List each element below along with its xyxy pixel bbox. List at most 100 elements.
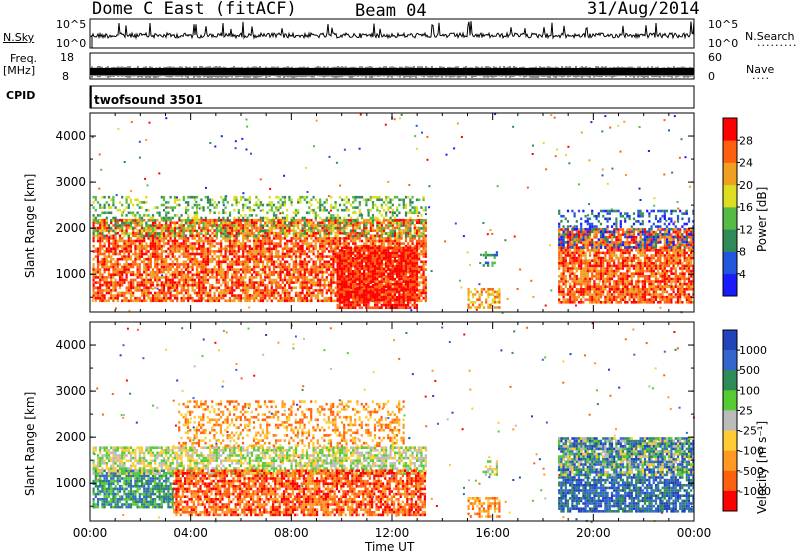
power-echo-cell [244,221,247,225]
power-echo-cell [409,208,412,212]
power-noise-cell [530,279,533,282]
power-echo-cell [272,273,276,277]
power-echo-cell [187,237,190,240]
power-echo-cell [283,201,287,204]
power-echo-cell [286,268,289,271]
power-echo-cell [349,280,352,283]
power-echo-cell [275,283,278,287]
power-echo-cell [222,296,225,300]
power-echo-cell [235,257,238,261]
power-echo-cell [200,216,203,220]
power-echo-cell [385,289,388,292]
power-echo-cell [391,208,394,212]
power-echo-cell [292,242,295,245]
power-echo-cell [305,276,309,279]
power-echo-cell [341,293,344,296]
power-echo-cell [180,278,183,282]
power-echo-cell [312,224,315,227]
power-echo-cell [154,231,157,235]
power-echo-cell [162,229,166,233]
power-echo-cell [180,263,183,266]
power-echo-cell [101,232,104,235]
power-echo-cell [404,237,408,240]
power-echo-cell [215,281,218,284]
power-echo-cell [376,221,379,225]
power-echo-cell [173,247,177,251]
power-echo-cell [127,195,130,199]
power-echo-cell [299,198,302,202]
power-echo-cell [270,252,273,256]
power-echo-cell [211,221,214,225]
power-echo-cell [303,216,306,220]
power-echo-cell [316,273,320,277]
power-echo-cell [343,216,346,220]
power-echo-cell [237,276,240,279]
power-echo-cell [266,299,269,303]
power-echo-cell [312,268,315,271]
power-echo-cell [294,234,298,238]
power-echo-cell [347,231,350,235]
power-echo-cell [400,218,403,222]
power-echo-cell [286,219,289,222]
power-echo-cell [145,234,148,238]
power-echo-cell [162,226,166,230]
power-echo-cell [341,290,344,294]
power-noise-cell [545,168,548,171]
power-echo-cell [184,265,188,269]
power-echo-cell [110,198,113,202]
power-echo-cell [125,278,128,282]
power-echo-cell [257,244,260,248]
power-echo-cell [380,224,383,227]
power-echo-cell [323,237,326,240]
power-echo-cell [178,247,181,251]
power-echo-cell [292,299,295,303]
power-echo-cell [182,247,185,251]
power-echo-cell [330,237,333,240]
power-echo-cell [321,299,324,303]
power-echo-cell [147,278,150,282]
power-noise-cell [327,195,330,198]
power-echo-cell [134,242,137,245]
power-echo-cell [228,237,232,240]
nsky-lo: 10^0 [56,37,87,50]
power-echo-cell [187,203,190,207]
power-echo-cell [400,229,403,233]
power-echo-cell [138,299,141,303]
power-echo-cell [250,221,254,225]
power-echo-cell [123,278,126,282]
power-echo-cell [312,229,315,232]
power-echo-cell [198,263,201,266]
power-echo-cell [129,242,133,245]
power-echo-cell [233,198,236,202]
power-echo-cell [158,283,161,287]
power-echo-cell [151,294,155,297]
power-echo-cell [268,291,271,295]
power-noise-cell [165,117,168,120]
power-echo-cell [330,270,333,274]
power-echo-cell [127,221,130,225]
power-echo-cell [374,229,377,232]
power-echo-cell [145,227,148,230]
power-echo-cell [211,244,214,248]
power-echo-cell [303,265,306,269]
power-echo-cell [391,226,394,230]
power-echo-cell [228,214,232,217]
power-echo-cell [96,276,100,279]
power-echo-cell [182,242,185,245]
power-echo-cell [369,234,372,238]
power-echo-cell [321,278,324,282]
power-echo-cell [154,234,157,238]
power-echo-cell [224,273,227,277]
power-noise-cell [676,201,679,203]
power-echo-cell [257,260,260,264]
power-echo-cell [182,294,185,297]
power-echo-cell [239,247,243,251]
power-echo-cell [341,227,344,230]
power-echo-cell [145,270,148,274]
power-echo-cell [286,299,289,303]
power-echo-cell [246,283,249,287]
power-echo-cell [92,257,95,261]
power-echo-cell [127,289,130,292]
power-echo-cell [169,296,172,300]
power-echo-cell [272,242,276,245]
